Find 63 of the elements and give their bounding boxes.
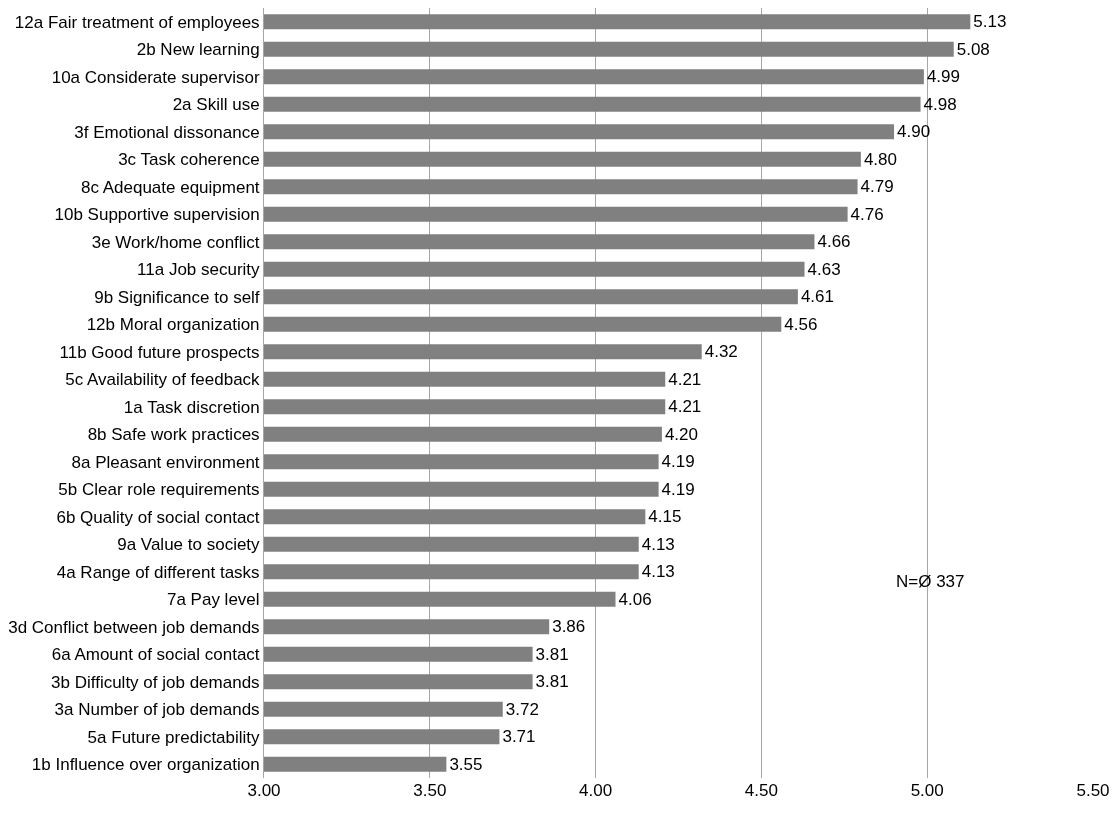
y-tick-label: 8c Adequate equipment [80,177,260,197]
x-tick-label: 5.00 [910,781,944,800]
y-tick-label: 11b Good future prospects [59,342,260,362]
y-tick-label: 1a Task discretion [123,397,260,417]
y-tick-label: 10a Considerate supervisor [51,67,260,87]
data-label: 4.66 [817,232,851,252]
y-tick-label: 3a Number of job demands [54,700,260,720]
x-tick-label: 3.50 [413,781,447,800]
y-tick-label: 8a Pleasant environment [71,452,260,472]
y-tick-label: 6a Amount of social contact [51,645,260,665]
y-tick-label: 7a Pay level [166,590,260,610]
y-tick-label: 3f Emotional dissonance [74,122,260,142]
y-tick-label: 2b New learning [136,40,260,60]
y-tick-label: 3b Difficulty of job demands [51,672,260,692]
data-label: 4.63 [807,259,841,279]
data-label: 3.81 [535,672,569,692]
data-label: 3.81 [535,644,569,664]
data-label: 4.76 [850,204,884,224]
data-label: 3.72 [505,699,539,719]
y-tick-label: 5b Clear role requirements [58,480,260,500]
annotation: N=Ø 337 [896,572,965,591]
data-label: 4.56 [784,314,818,334]
y-tick-label: 5c Availability of feedback [65,370,261,390]
data-label: 4.80 [863,149,897,169]
data-label: 3.71 [502,727,536,747]
y-tick-label: 8b Safe work practices [87,425,260,445]
x-tick-label: 5.50 [1076,781,1110,800]
data-label: 4.99 [926,67,960,87]
data-label: 4.32 [704,342,738,362]
x-tick-label: 4.00 [579,781,613,800]
data-label: 4.19 [661,452,695,472]
y-tick-label: 12a Fair treatment of employees [14,12,260,32]
y-tick-label: 11a Job security [137,260,261,280]
data-label: 4.13 [641,562,675,582]
data-label: 3.55 [449,754,483,774]
data-label: 5.13 [973,12,1007,32]
data-label: 4.79 [860,177,894,197]
y-tick-label: 3c Task coherence [118,150,260,170]
y-tick-label: 12b Moral organization [86,315,260,335]
y-tick-label: 2a Skill use [172,95,260,115]
data-label: 3.86 [552,617,586,637]
y-tick-label: 4a Range of different tasks [56,562,260,582]
y-tick-label: 1b Influence over organization [31,755,260,775]
data-label: 4.61 [800,287,834,307]
data-label: 4.20 [664,424,699,444]
x-tick-label: 4.50 [744,781,778,800]
y-tick-label: 9a Value to society [117,535,261,555]
x-tick-label: 3.00 [247,781,281,800]
data-label: 4.21 [668,397,702,417]
y-tick-label: 9b Significance to self [94,287,260,307]
data-label: 4.19 [661,479,695,499]
data-label: 4.21 [668,369,702,389]
data-label: 4.90 [897,122,931,142]
data-label: 4.98 [923,94,957,114]
data-label: 5.08 [956,39,990,59]
y-tick-label: 5a Future predictability [87,727,261,747]
y-tick-label: 10b Supportive supervision [54,205,260,225]
y-tick-label: 6b Quality of social contact [56,507,260,527]
data-label: 4.06 [618,589,652,609]
data-label: 4.13 [641,534,675,554]
y-tick-label: 3e Work/home conflict [91,232,260,252]
data-label: 4.15 [648,507,682,527]
y-tick-label: 3d Conflict between job demands [8,617,260,637]
